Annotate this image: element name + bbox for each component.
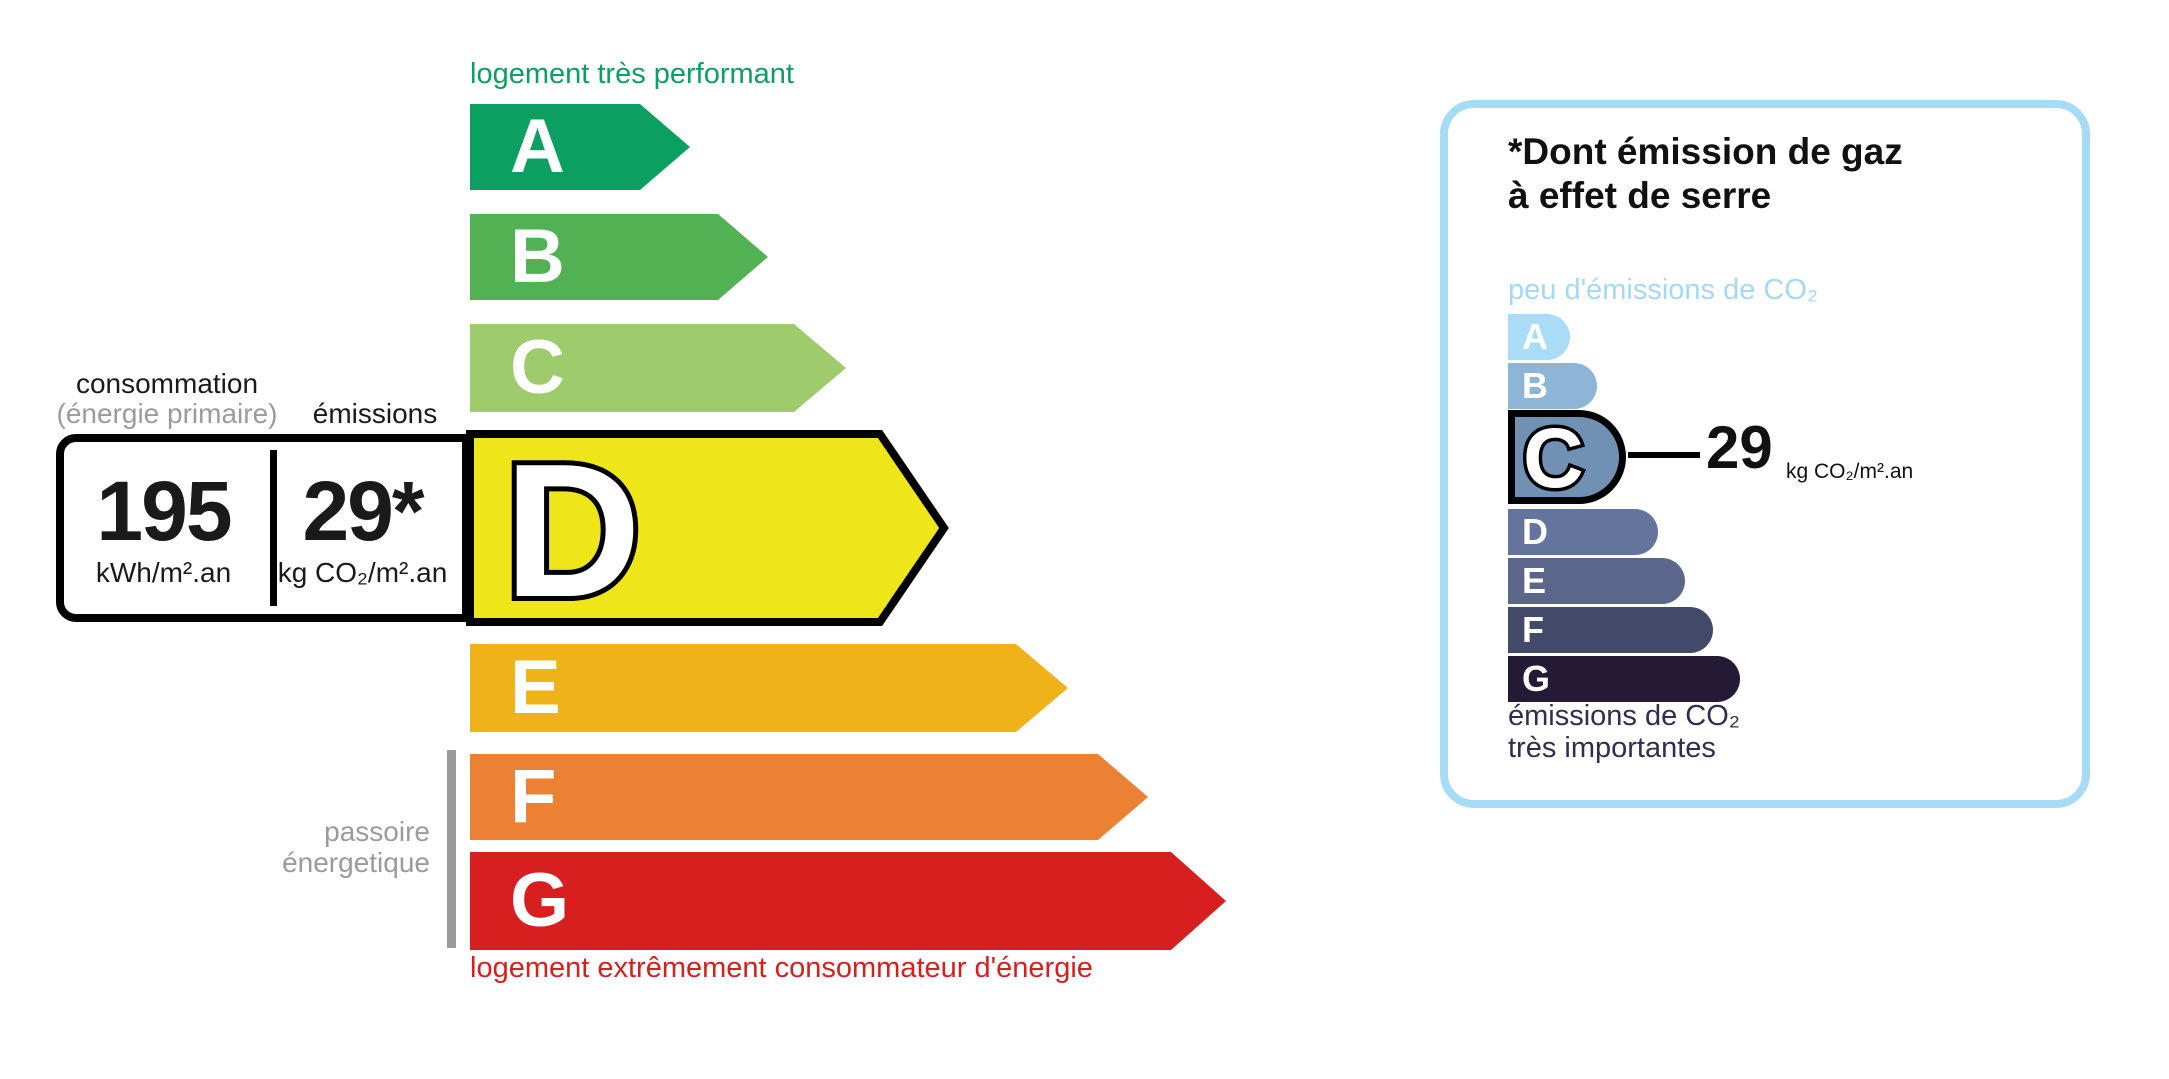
co2-class-letter-g: G: [1522, 658, 1551, 699]
co2-class-letter-a: A: [1522, 316, 1548, 357]
co2-class-letter-c: C: [1523, 417, 1584, 497]
energy-class-letter-d: D: [504, 430, 641, 626]
co2-class-letter-e: E: [1522, 560, 1547, 601]
energy-class-arrow-a: A: [470, 104, 690, 190]
emissions-header: émissions: [312, 398, 438, 429]
co2-panel-title: *Dont émission de gaz à effet de serre: [1508, 130, 1903, 218]
co2-class-bar-b: B: [1508, 363, 1597, 409]
co2-class-bar-a: A: [1508, 314, 1570, 360]
co2-value: 29: [1706, 414, 1773, 481]
energy-class-arrow-e: E: [470, 644, 1068, 732]
emissions-value-column: 29* kg CO₂/m².an: [263, 442, 462, 614]
consumption-unit: kWh/m².an: [95, 557, 232, 588]
co2-high-emissions-line2: très importantes: [1508, 732, 1716, 764]
energy-sieve-label-line2: énergetique: [282, 847, 430, 878]
co2-panel-title-line2: à effet de serre: [1508, 175, 1772, 216]
energy-class-arrow-g: G: [470, 852, 1226, 950]
d-arrow-shape: [466, 430, 949, 626]
co2-class-letter-d: D: [1522, 511, 1548, 552]
energy-sieve-bracket-bar: [447, 750, 456, 948]
consumption-value-column: 195 kWh/m².an: [64, 442, 263, 614]
energy-class-arrow-b: B: [470, 214, 768, 300]
bottom-performance-label: logement extrêmement consommateur d'éner…: [470, 952, 1093, 984]
energy-sieve-label-line1: passoire: [324, 816, 430, 847]
co2-emissions-panel: *Dont émission de gaz à effet de serre p…: [1440, 100, 2090, 808]
value-box-divider: [270, 450, 277, 606]
co2-class-bar-g: G: [1508, 656, 1740, 702]
co2-class-letter-b: B: [1522, 365, 1548, 406]
consumption-value-box: 195 kWh/m².an 29* kg CO₂/m².an: [56, 434, 470, 622]
top-performance-label: logement très performant: [470, 58, 794, 90]
energy-sieve-label: passoire énergetique: [140, 816, 430, 878]
energy-class-letter-c: C: [510, 325, 565, 410]
energy-class-letter-f: F: [510, 754, 557, 839]
energy-class-arrow-c: C: [470, 324, 846, 412]
co2-high-emissions-label: émissions de CO₂ très importantes: [1508, 700, 1740, 764]
primary-energy-subheader: (énergie primaire): [56, 398, 278, 429]
co2-value-connector-line: [1628, 452, 1700, 458]
consumption-value: 195: [96, 464, 232, 558]
emissions-unit: kg CO₂/m².an: [277, 557, 448, 588]
co2-class-bar-f: F: [1508, 607, 1713, 653]
co2-value-unit: kg CO₂/m².an: [1786, 460, 1914, 483]
co2-class-letter-f: F: [1522, 609, 1544, 650]
energy-class-letter-e: E: [510, 645, 561, 730]
consumption-header: consommation: [75, 368, 259, 399]
co2-class-bar-d: D: [1508, 509, 1658, 555]
energy-class-letter-a: A: [510, 104, 565, 189]
energy-class-arrow-d-current: D: [466, 420, 950, 642]
energy-class-arrow-f: F: [470, 754, 1148, 840]
co2-class-bar-c-current: C: [1508, 408, 1626, 509]
emissions-value: 29*: [302, 464, 424, 558]
co2-panel-title-line1: *Dont émission de gaz: [1508, 131, 1903, 172]
co2-high-emissions-line1: émissions de CO₂: [1508, 700, 1741, 732]
co2-low-emissions-label: peu d'émissions de CO₂: [1508, 274, 1819, 306]
energy-class-letter-g: G: [510, 858, 570, 943]
energy-class-letter-b: B: [510, 214, 565, 299]
co2-class-bar-e: E: [1508, 558, 1685, 604]
